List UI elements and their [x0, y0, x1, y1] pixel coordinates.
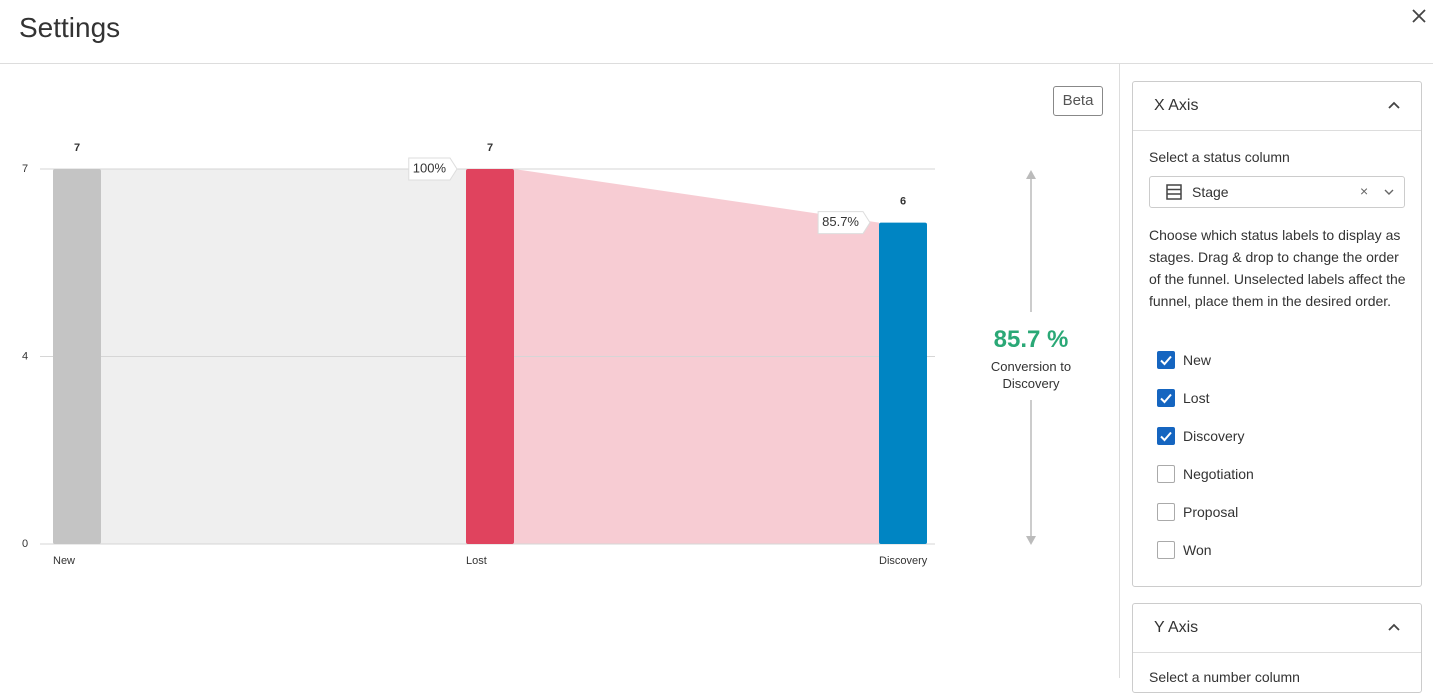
select[interactable]: Stage × [1149, 176, 1405, 208]
option-label[interactable]: Proposal [1183, 504, 1239, 520]
checkbox[interactable] [1157, 427, 1175, 445]
conversion-box [408, 157, 458, 181]
field-label: Select a number column [1149, 669, 1300, 685]
divider [1119, 63, 1120, 678]
x-tick-label: Lost [466, 555, 487, 567]
conversion-label: 100% [413, 160, 447, 175]
checkbox[interactable] [1157, 541, 1175, 559]
option-label[interactable]: Won [1183, 542, 1212, 558]
description: Choose which status labels to display as… [1149, 227, 1406, 309]
conversion-box [817, 211, 871, 235]
collapse-icon [1388, 101, 1400, 109]
dropdown-icon[interactable] [1384, 188, 1394, 196]
x-tick-label: New [53, 555, 75, 567]
y-tick-label: 7 [22, 163, 28, 175]
page-title: Settings [19, 12, 121, 43]
divider [0, 63, 1433, 64]
field-label: Select a status column [1149, 149, 1290, 165]
option-label[interactable]: Discovery [1183, 428, 1245, 444]
bar [466, 169, 514, 544]
summary-value: 85.7 % [993, 326, 1069, 353]
y-tick-label: 0 [22, 538, 28, 550]
bar [879, 222, 927, 545]
value-label: 6 [900, 195, 906, 207]
check-icon [1160, 431, 1172, 442]
page: Settings Beta 0 4 7 7 New 7 Lost 6 Discovery 100%… [0, 8, 1433, 693]
checkbox[interactable] [1157, 389, 1175, 407]
y-tick-label: 4 [22, 350, 28, 362]
x-tick-label: Discovery [879, 555, 928, 567]
conversion-label: 85.7% [822, 214, 859, 229]
option-label[interactable]: New [1183, 352, 1212, 368]
option-label[interactable]: Lost [1183, 390, 1210, 406]
funnel-chart: 0 4 7 7 New 7 Lost 6 Discovery 100% 85.7% [22, 142, 1036, 567]
clear-button[interactable]: × [1360, 183, 1369, 199]
select-value: Stage [1192, 184, 1229, 200]
card-title: Y Axis [1154, 619, 1199, 636]
card-header[interactable]: Y Axis [1133, 604, 1421, 653]
checkbox[interactable] [1157, 351, 1175, 369]
bar [53, 169, 101, 544]
check-icon [1160, 393, 1172, 404]
summary: 85.7 % Conversion to Discovery [981, 326, 1081, 392]
close-button[interactable] [1411, 8, 1427, 24]
value-label: 7 [74, 142, 80, 154]
card-header[interactable]: X Axis [1133, 82, 1421, 131]
x-axis-card: X Axis [1132, 81, 1422, 587]
check-icon [1160, 355, 1172, 366]
y-axis-card: Y Axis Select a number column [1132, 603, 1422, 693]
summary-caption: Conversion to Discovery [990, 359, 1072, 391]
table-icon [1166, 184, 1182, 200]
value-label: 7 [487, 142, 493, 154]
card-title: X Axis [1154, 97, 1199, 114]
checkbox[interactable] [1157, 465, 1175, 483]
collapse-icon [1388, 623, 1400, 631]
checkbox[interactable] [1157, 503, 1175, 521]
beta-badge: Beta [1053, 86, 1103, 116]
option-label[interactable]: Negotiation [1183, 466, 1254, 482]
